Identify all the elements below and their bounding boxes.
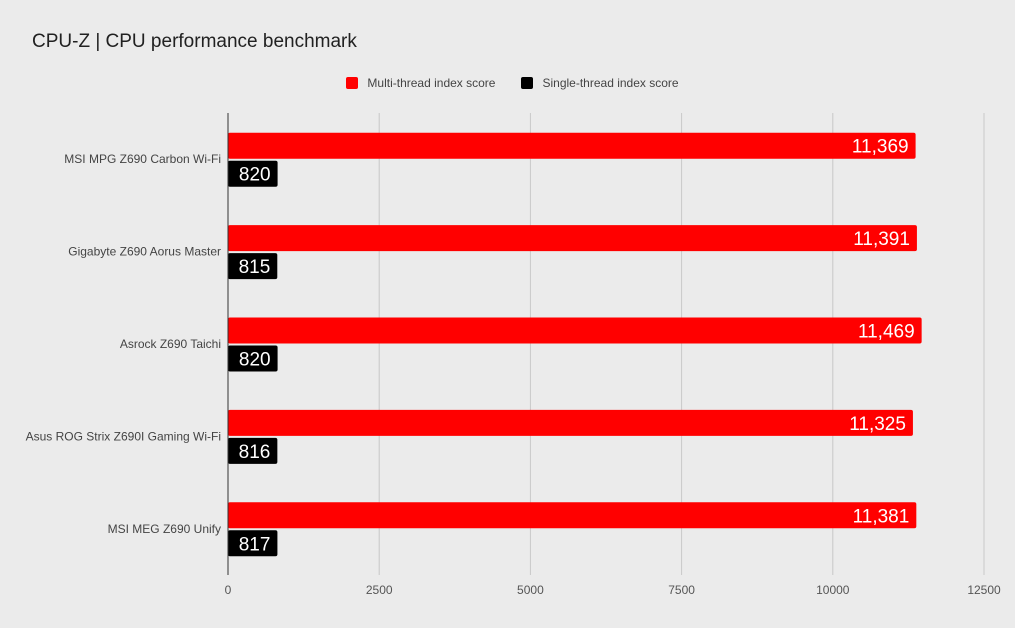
data-label-single-thread: 817 [239,534,271,555]
category-label: Asus ROG Strix Z690I Gaming Wi-Fi [26,429,221,443]
bar-multi-thread [228,225,917,252]
x-tick-label: 5000 [517,583,544,597]
bar-multi-thread [228,502,917,529]
x-tick-label: 10000 [816,583,850,597]
data-label-multi-thread: 11,369 [852,137,909,158]
x-tick-label: 7500 [668,583,695,597]
category-label: Gigabyte Z690 Aorus Master [68,245,221,259]
legend-item-single-thread: Single-thread index score [521,76,679,90]
bar-single-thread [228,253,278,280]
x-tick-label: 12500 [967,583,1001,597]
data-label-single-thread: 816 [239,442,271,463]
category-label: MSI MPG Z690 Carbon Wi-Fi [64,152,221,166]
bar-multi-thread [228,409,913,436]
legend-swatch-multi-thread [346,77,359,89]
data-label-multi-thread: 11,469 [858,322,915,343]
chart-title: CPU-Z | CPU performance benchmark [32,31,357,52]
bar-single-thread [228,437,278,464]
legend-item-multi-thread: Multi-thread index score [346,76,495,90]
data-label-single-thread: 820 [239,350,271,371]
bar-single-thread [228,530,278,557]
bar-multi-thread [228,132,916,159]
legend-swatch-single-thread [521,77,534,89]
category-label: Asrock Z690 Taichi [120,337,221,351]
data-label-multi-thread: 11,391 [853,229,910,250]
data-label-single-thread: 815 [239,257,271,278]
data-label-multi-thread: 11,325 [849,414,906,435]
data-label-single-thread: 820 [239,165,271,186]
legend-label-multi-thread: Multi-thread index score [367,76,496,90]
data-label-multi-thread: 11,381 [853,506,910,527]
legend: Multi-thread index score Single-thread i… [0,76,1015,90]
x-tick-label: 2500 [366,583,393,597]
x-tick-label: 0 [225,583,232,597]
legend-label-single-thread: Single-thread index score [542,76,679,90]
category-label: MSI MEG Z690 Unify [108,522,221,536]
bar-single-thread [228,160,278,187]
bar-single-thread [228,345,278,372]
bar-multi-thread [228,317,922,344]
